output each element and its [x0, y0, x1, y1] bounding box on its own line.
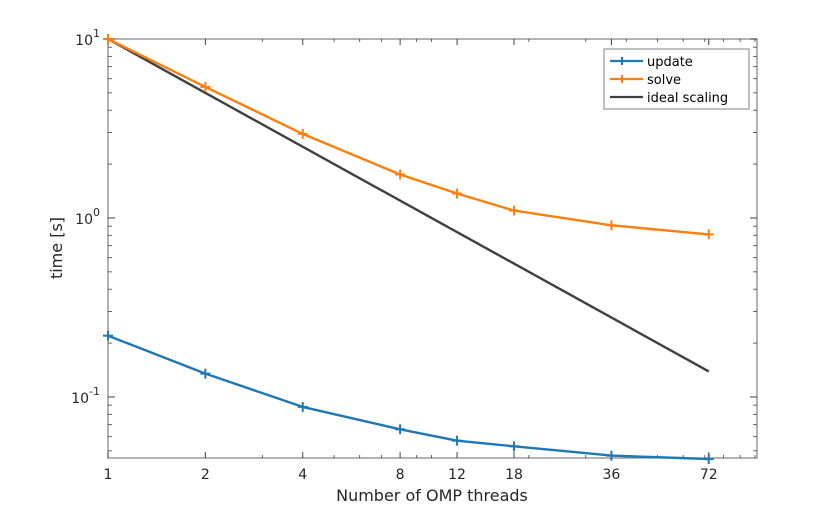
legend-entry-ideal-scaling: ideal scaling — [610, 91, 728, 106]
y-axis-label: time [s] — [47, 217, 66, 279]
series-line-solve — [107, 37, 709, 236]
legend-entry-solve: solve — [610, 73, 681, 88]
y-tick-label: 10-1 — [71, 385, 100, 407]
x-tick-label: 1 — [104, 467, 113, 483]
axes-box — [107, 38, 758, 459]
data-point-solve — [452, 188, 463, 199]
data-point-update — [703, 454, 714, 465]
x-tick-label: 18 — [505, 467, 523, 483]
x-tick-label: 12 — [448, 467, 466, 483]
series-layer — [103, 34, 714, 465]
x-tick-label: 72 — [700, 467, 718, 483]
data-point-solve — [297, 128, 308, 139]
data-point-update — [103, 330, 113, 341]
data-point-update — [200, 368, 211, 379]
data-point-solve — [606, 220, 617, 231]
x-tick-label: 8 — [396, 467, 405, 483]
x-tick-label: 4 — [298, 467, 307, 483]
data-point-update — [606, 450, 617, 461]
legend-label: update — [647, 55, 693, 70]
data-point-solve — [395, 169, 406, 180]
legend-entry-update: update — [610, 55, 693, 70]
x-tick-label: 36 — [602, 467, 620, 483]
data-point-solve — [703, 229, 714, 240]
data-point-update — [395, 424, 406, 435]
x-tick-label: 2 — [201, 467, 210, 483]
data-point-solve — [200, 81, 211, 92]
legend-label: ideal scaling — [647, 91, 728, 106]
data-point-update — [452, 435, 463, 446]
series-line-ideal-scaling — [107, 37, 710, 373]
data-point-solve — [103, 34, 113, 44]
y-tick-label: 100 — [75, 206, 100, 228]
x-axis-label: Number of OMP threads — [336, 486, 528, 505]
series-line-update — [107, 334, 709, 461]
y-tick-label: 101 — [75, 27, 100, 49]
data-point-update — [509, 441, 520, 452]
legend-label: solve — [647, 73, 681, 88]
legend: update solve ideal scaling — [603, 48, 750, 110]
data-point-update — [297, 401, 308, 412]
data-point-solve — [509, 205, 520, 216]
